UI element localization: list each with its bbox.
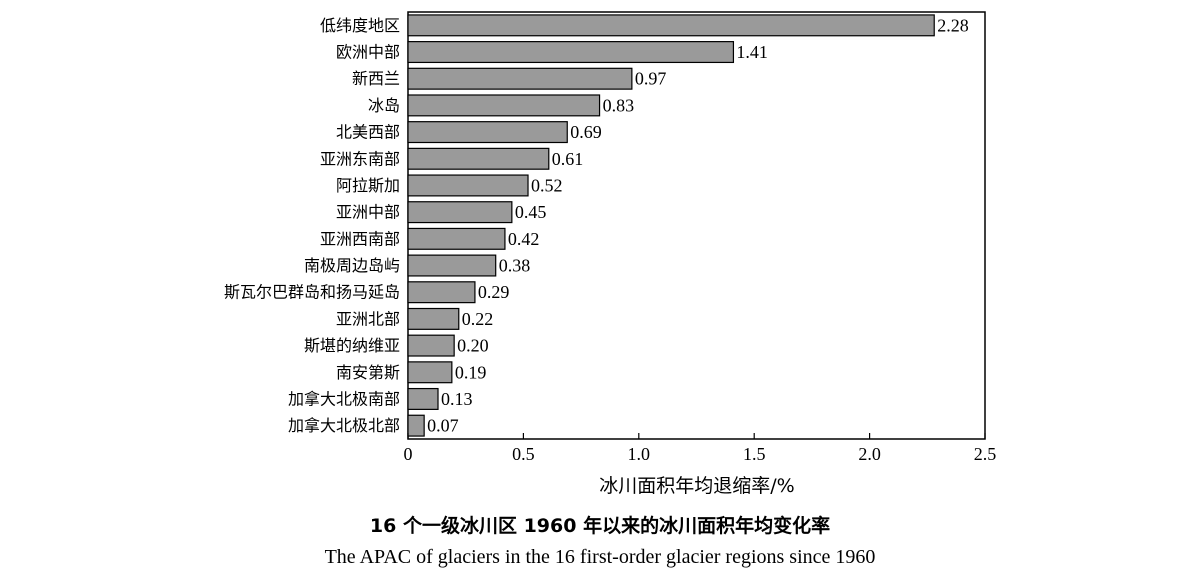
bar — [407, 334, 455, 357]
category-label: 加拿大北极北部 — [288, 416, 400, 435]
bar-value-label: 0.38 — [499, 256, 530, 276]
category-labels-layer: 低纬度地区欧洲中部新西兰冰岛北美西部亚洲东南部阿拉斯加亚洲中部亚洲西南部南极周边… — [224, 16, 400, 435]
value-labels-layer: 2.28 1.41 0.970.830.69 0.61 0.52 0.45 0.42 0.38… — [427, 15, 969, 435]
bars-layer — [407, 14, 935, 437]
bar-value-label: 1.41 — [736, 42, 768, 62]
bar-value-label: 0.83 — [603, 95, 635, 115]
category-label: 加拿大北极南部 — [288, 389, 400, 408]
category-label: 冰岛 — [368, 96, 400, 115]
x-tick-label: 1.5 — [743, 444, 766, 464]
bar — [407, 227, 506, 250]
x-axis-ticks: 0 0.5 1.0 1.5 2.0 2.5 — [404, 433, 997, 464]
x-tick-label: 2.5 — [974, 444, 997, 464]
bar-value-label: 0.07 — [427, 416, 459, 436]
category-label: 阿拉斯加 — [336, 176, 400, 195]
category-label: 亚洲中部 — [336, 203, 400, 222]
x-tick-label: 0 — [404, 444, 413, 464]
x-tick-label: 0.5 — [512, 444, 535, 464]
bar — [407, 14, 935, 37]
bar-value-label: 0.61 — [552, 149, 584, 169]
bar-value-label: 0.19 — [455, 362, 487, 382]
category-label: 亚洲西南部 — [320, 229, 400, 248]
bar-value-label: 0.20 — [457, 336, 489, 356]
bar-value-label: 0.29 — [478, 282, 510, 302]
bar — [407, 121, 568, 144]
bar — [407, 414, 425, 437]
bar-chart: 低纬度地区欧洲中部新西兰冰岛北美西部亚洲东南部阿拉斯加亚洲中部亚洲西南部南极周边… — [224, 11, 997, 497]
bar-value-label: 2.28 — [937, 15, 969, 35]
figure-caption-english: The APAC of glaciers in the 16 first-ord… — [324, 546, 876, 568]
bar — [407, 387, 439, 410]
category-label: 低纬度地区 — [320, 16, 400, 35]
figure-caption-chinese: 16 个一级冰川区 1960 年以来的冰川面积年均变化率 — [369, 515, 831, 537]
bar-value-label: 0.97 — [635, 69, 667, 89]
bar — [407, 281, 476, 304]
category-label: 北美西部 — [336, 123, 400, 142]
bar-value-label: 0.52 — [531, 175, 563, 195]
category-label: 斯瓦尔巴群岛和扬马延岛 — [224, 283, 400, 302]
bar-value-label: 0.22 — [462, 309, 494, 329]
category-label: 南安第斯 — [336, 363, 400, 382]
bar-value-label: 0.42 — [508, 229, 540, 249]
x-tick-label: 1.0 — [628, 444, 651, 464]
category-label: 欧洲中部 — [336, 43, 400, 62]
category-label: 亚洲北部 — [336, 309, 400, 328]
bar-value-label: 0.69 — [570, 122, 602, 142]
bar — [407, 174, 529, 197]
category-label: 斯堪的纳维亚 — [304, 336, 400, 355]
bar — [407, 94, 601, 117]
category-label: 新西兰 — [352, 69, 400, 88]
bar — [407, 147, 550, 170]
x-axis-label: 冰川面积年均退缩率/% — [599, 475, 794, 497]
x-tick-label: 2.0 — [858, 444, 881, 464]
bar-value-label: 0.13 — [441, 389, 473, 409]
bar — [407, 67, 633, 90]
bar — [407, 41, 735, 64]
bar — [407, 307, 460, 330]
bar — [407, 201, 513, 224]
category-label: 南极周边岛屿 — [304, 256, 400, 275]
bar-value-label: 0.45 — [515, 202, 547, 222]
category-label: 亚洲东南部 — [320, 149, 400, 168]
plot-area-frame — [407, 11, 986, 440]
bar — [407, 361, 453, 384]
bar — [407, 254, 497, 277]
